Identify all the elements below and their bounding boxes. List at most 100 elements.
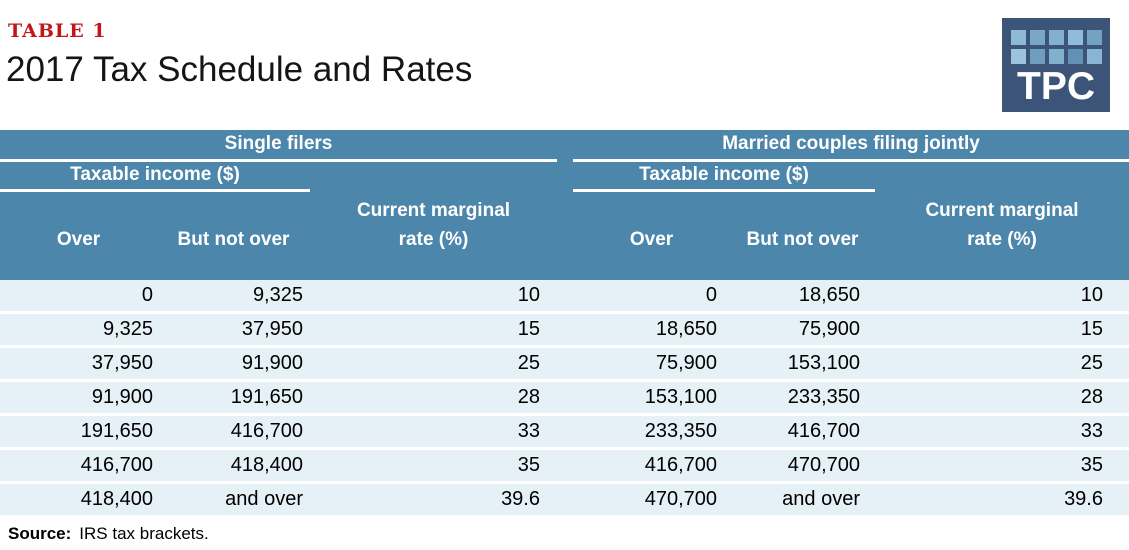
single-but-not-over: 416,700 (230, 420, 303, 442)
married-rate: 10 (1080, 284, 1103, 306)
single-rate: 35 (517, 454, 540, 476)
spacer (310, 162, 557, 192)
single-over: 91,900 (91, 386, 153, 408)
single-rate: 39.6 (501, 488, 540, 510)
table-body: 0 9,325 10 0 18,650 10 9,325 37,950 15 1… (0, 280, 1129, 515)
single-rate: 28 (517, 386, 540, 408)
taxable-income-header-single: Taxable income ($) (0, 162, 310, 192)
single-over: 0 (141, 284, 153, 306)
table-label: TABLE 1 (8, 20, 107, 42)
source-note: Source: IRS tax brackets. (8, 524, 1129, 544)
col-header-label: Over (56, 229, 101, 250)
single-over: 416,700 (80, 454, 153, 476)
table-row: 0 9,325 10 0 18,650 10 (0, 280, 1129, 311)
col-header-label: Current marginal rate (%) (925, 200, 1079, 250)
married-over: 0 (705, 284, 717, 306)
source-text: IRS tax brackets. (79, 524, 209, 543)
married-rate: 25 (1080, 352, 1103, 374)
section-gap (557, 192, 573, 280)
logo-tile-grid (1010, 30, 1102, 64)
col-header-label: But not over (177, 229, 290, 250)
table-row: 9,325 37,950 15 18,650 75,900 15 (0, 314, 1129, 345)
single-but-not-over: and over (225, 488, 303, 510)
column-header-row: Over But not over Current marginal rate … (0, 192, 1129, 280)
section-title-row: Single filers Married couples filing joi… (0, 130, 1129, 162)
married-but-not-over: 470,700 (787, 454, 860, 476)
table-row: 91,900 191,650 28 153,100 233,350 28 (0, 382, 1129, 413)
section-gap (557, 450, 573, 481)
logo-tile (1029, 49, 1045, 64)
single-over: 37,950 (91, 352, 153, 374)
single-but-not-over: 91,900 (241, 352, 303, 374)
tpc-logo: TPC (1002, 18, 1110, 112)
section-gap (557, 162, 573, 192)
logo-tile (1086, 49, 1102, 64)
col-header-single-rate: Current marginal rate (%) (310, 192, 557, 280)
source-label: Source: (8, 524, 72, 543)
married-but-not-over: 18,650 (798, 284, 860, 306)
married-over: 153,100 (644, 386, 717, 408)
single-over: 191,650 (80, 420, 153, 442)
table-row: 418,400 and over 39.6 470,700 and over 3… (0, 484, 1129, 515)
married-but-not-over: 153,100 (787, 352, 860, 374)
married-but-not-over: and over (782, 488, 860, 510)
married-rate: 28 (1080, 386, 1103, 408)
married-over: 416,700 (644, 454, 717, 476)
married-rate: 35 (1080, 454, 1103, 476)
col-header-label: Current marginal rate (%) (356, 200, 511, 250)
single-over: 9,325 (102, 318, 153, 340)
single-rate: 10 (517, 284, 540, 306)
logo-tile (1010, 30, 1026, 45)
logo-tile (1067, 49, 1083, 64)
single-over: 418,400 (80, 488, 153, 510)
section-gap (557, 130, 573, 162)
section-gap (557, 280, 573, 311)
table-row: 37,950 91,900 25 75,900 153,100 25 (0, 348, 1129, 379)
married-rate: 33 (1080, 420, 1103, 442)
section-gap (557, 416, 573, 447)
section-gap (557, 348, 573, 379)
table-row: 416,700 418,400 35 416,700 470,700 35 (0, 450, 1129, 481)
section-gap (557, 382, 573, 413)
single-but-not-over: 37,950 (241, 318, 303, 340)
section-gap (557, 484, 573, 515)
page-title: 2017 Tax Schedule and Rates (6, 50, 473, 89)
logo-tile (1029, 30, 1045, 45)
income-group-row: Taxable income ($) Taxable income ($) (0, 162, 1129, 192)
single-rate: 25 (517, 352, 540, 374)
married-over: 18,650 (655, 318, 717, 340)
section-title-married: Married couples filing jointly (573, 130, 1129, 162)
col-header-married-but-not-over: But not over (730, 192, 875, 280)
single-rate: 15 (517, 318, 540, 340)
married-rate: 15 (1080, 318, 1103, 340)
col-header-single-but-not-over: But not over (157, 192, 310, 280)
logo-tile (1010, 49, 1026, 64)
married-but-not-over: 416,700 (787, 420, 860, 442)
col-header-label: Over (629, 229, 674, 250)
logo-tile (1086, 30, 1102, 45)
single-but-not-over: 191,650 (230, 386, 303, 408)
section-title-single: Single filers (0, 130, 557, 162)
table-row: 191,650 416,700 33 233,350 416,700 33 (0, 416, 1129, 447)
table-header-band: Single filers Married couples filing joi… (0, 130, 1129, 280)
logo-tile (1067, 30, 1083, 45)
section-gap (557, 314, 573, 345)
title-area: TABLE 1 2017 Tax Schedule and Rates TPC (0, 0, 1129, 130)
logo-tile (1048, 30, 1064, 45)
married-over: 233,350 (644, 420, 717, 442)
col-header-single-over: Over (0, 192, 157, 280)
married-but-not-over: 233,350 (787, 386, 860, 408)
single-but-not-over: 9,325 (252, 284, 303, 306)
married-over: 75,900 (655, 352, 717, 374)
col-header-married-over: Over (573, 192, 730, 280)
single-rate: 33 (517, 420, 540, 442)
married-rate: 39.6 (1064, 488, 1103, 510)
col-header-married-rate: Current marginal rate (%) (875, 192, 1129, 280)
col-header-label: But not over (746, 229, 859, 250)
married-over: 470,700 (644, 488, 717, 510)
logo-tile (1048, 49, 1064, 64)
married-but-not-over: 75,900 (798, 318, 860, 340)
single-but-not-over: 418,400 (230, 454, 303, 476)
logo-text: TPC (1017, 65, 1095, 108)
taxable-income-header-married: Taxable income ($) (573, 162, 875, 192)
